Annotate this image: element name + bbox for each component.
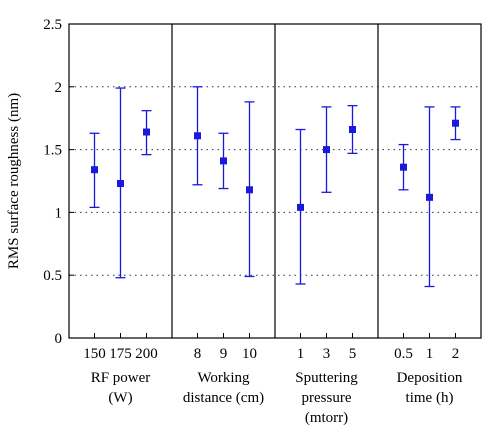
y-axis-label: RMS surface roughness (nm) bbox=[6, 93, 22, 269]
x-tick-label: 8 bbox=[194, 346, 202, 362]
group-label: distance (cm) bbox=[183, 390, 264, 406]
x-tick-label: 200 bbox=[135, 346, 158, 362]
x-tick-label: 1 bbox=[426, 346, 434, 362]
y-tick-label: 2.5 bbox=[43, 17, 62, 33]
group-label: RF power bbox=[91, 370, 151, 386]
x-tick-label: 0.5 bbox=[394, 346, 413, 362]
x-tick-label: 10 bbox=[242, 346, 257, 362]
data-point bbox=[117, 180, 124, 188]
data-point bbox=[91, 166, 98, 174]
group-label: time (h) bbox=[406, 390, 454, 406]
data-point bbox=[297, 203, 304, 211]
x-tick-label: 5 bbox=[349, 346, 357, 362]
x-tick-label: 9 bbox=[220, 346, 228, 362]
group-label: pressure bbox=[302, 390, 352, 406]
data-point bbox=[452, 119, 459, 127]
x-tick-label: 150 bbox=[83, 346, 106, 362]
data-point bbox=[349, 126, 356, 134]
x-tick-label: 1 bbox=[297, 346, 305, 362]
x-tick-label: 2 bbox=[452, 346, 460, 362]
data-marks bbox=[89, 86, 461, 288]
data-point bbox=[220, 157, 227, 165]
y-tick-label: 1 bbox=[55, 205, 63, 221]
y-tick-label: 0 bbox=[55, 331, 63, 347]
y-tick-label: 2 bbox=[55, 80, 63, 96]
y-tick-label: 1.5 bbox=[43, 143, 62, 159]
data-point bbox=[194, 132, 201, 140]
y-tick-label: 0.5 bbox=[43, 268, 62, 284]
data-point bbox=[246, 186, 253, 194]
group-label: (W) bbox=[108, 390, 132, 406]
group-label: Deposition bbox=[397, 370, 463, 386]
data-point bbox=[143, 128, 150, 136]
group-label: (mtorr) bbox=[305, 410, 348, 426]
data-point bbox=[400, 163, 407, 171]
group-label: Sputtering bbox=[295, 370, 358, 386]
x-tick-label: 175 bbox=[109, 346, 132, 362]
data-point bbox=[426, 193, 433, 201]
axes: 0 0.5 1 1.5 2 2.5 150 175 200 RF power (W) 8 9 10 Work… bbox=[43, 17, 463, 426]
group-label: Working bbox=[197, 370, 250, 386]
x-tick-label: 3 bbox=[323, 346, 331, 362]
data-point bbox=[323, 146, 330, 154]
